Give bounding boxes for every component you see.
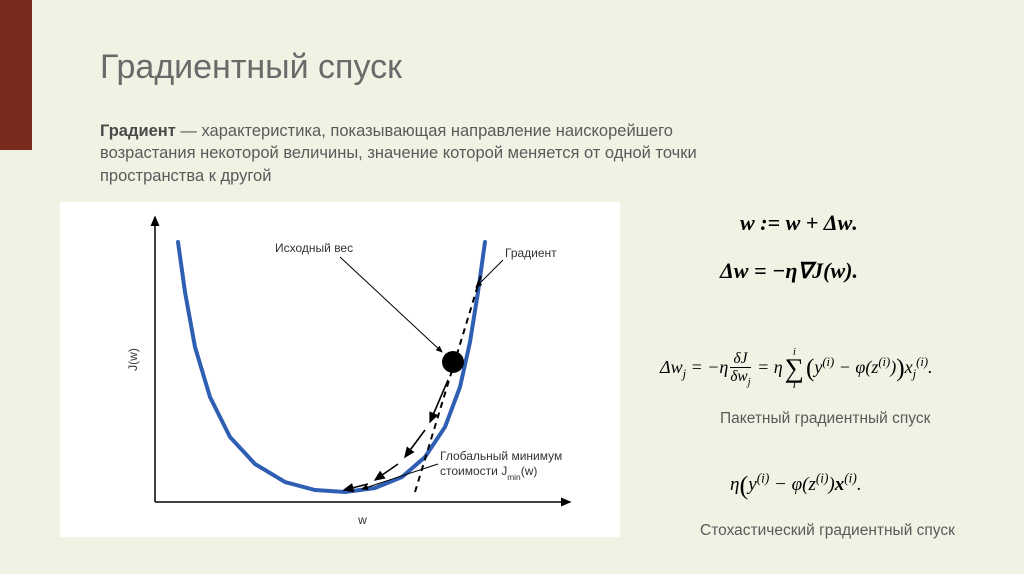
svg-text:J(w): J(w) xyxy=(126,348,140,371)
formula-batch: Δwj = −ηδJδwj = ηi∑i(y(i) − φ(z(i)))xj(i… xyxy=(660,348,933,390)
definition-body: — характеристика, показывающая направлен… xyxy=(100,122,697,185)
page-title: Градиентный спуск xyxy=(100,48,402,87)
caption-batch: Пакетный градиентный спуск xyxy=(720,410,930,428)
caption-stochastic: Стохастический градиентный спуск xyxy=(700,522,955,540)
svg-text:Градиент: Градиент xyxy=(505,246,557,260)
svg-text:w: w xyxy=(357,513,367,527)
definition-text: Градиент — характеристика, показывающая … xyxy=(100,120,720,187)
definition-term: Градиент xyxy=(100,122,176,140)
diagram-svg: J(w) w Исходный вес Градиент Глобальный мини… xyxy=(60,202,620,537)
sidebar-accent xyxy=(0,0,32,150)
formula-stochastic: η(y(i) − φ(z(i))x(i). xyxy=(730,470,862,501)
formula-delta-w: Δw = −η∇J(w). xyxy=(720,258,858,284)
svg-text:Глобальный минимумстоимости Jm: Глобальный минимумстоимости Jmin(w) xyxy=(440,449,562,482)
formula-update-rule: w := w + Δw. xyxy=(740,210,858,236)
gradient-descent-diagram: J(w) w Исходный вес Градиент Глобальный мини… xyxy=(60,202,620,537)
svg-text:Исходный вес: Исходный вес xyxy=(275,241,353,255)
